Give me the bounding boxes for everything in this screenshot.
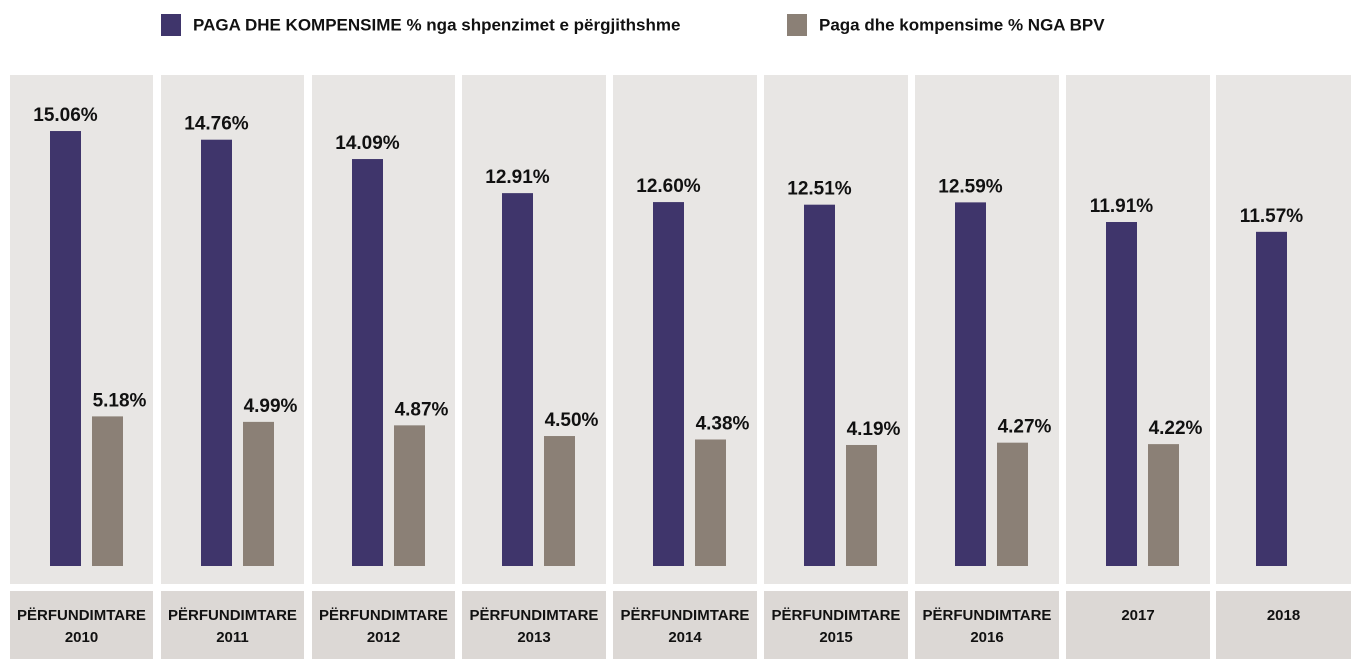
value-label: 12.59% xyxy=(938,176,1003,197)
category-label: 2014 xyxy=(668,629,702,646)
category-panel xyxy=(10,591,153,659)
value-label: 4.50% xyxy=(545,410,599,431)
category-label: PËRFUNDIMTARE xyxy=(772,607,901,624)
bar xyxy=(50,131,81,566)
bar xyxy=(1256,231,1287,566)
value-label: 11.57% xyxy=(1240,206,1303,227)
value-label: 12.91% xyxy=(485,167,550,188)
value-label: 14.09% xyxy=(335,133,400,154)
panel xyxy=(10,75,153,584)
category-panel xyxy=(613,591,757,659)
bar xyxy=(1106,222,1137,566)
category-panel xyxy=(915,591,1059,659)
category-label: 2010 xyxy=(65,629,98,646)
panel xyxy=(1066,75,1210,584)
category-label: 2016 xyxy=(970,629,1003,646)
category-panel xyxy=(161,591,304,659)
panel xyxy=(312,75,455,584)
value-label: 4.38% xyxy=(696,414,750,435)
category-panel xyxy=(462,591,606,659)
bar xyxy=(997,442,1028,566)
category-panel xyxy=(1216,591,1351,659)
value-label: 14.76% xyxy=(184,114,249,135)
bar xyxy=(955,202,986,567)
category-label: PËRFUNDIMTARE xyxy=(17,607,146,624)
value-label: 12.51% xyxy=(787,179,852,200)
legend-swatch xyxy=(161,14,181,36)
value-label: 12.60% xyxy=(636,176,701,197)
value-label: 15.06% xyxy=(33,105,98,126)
category-label: 2017 xyxy=(1121,607,1154,624)
bar xyxy=(1148,444,1179,566)
category-label: PËRFUNDIMTARE xyxy=(621,607,750,624)
legend-label: PAGA DHE KOMPENSIME % nga shpenzimet e p… xyxy=(193,15,680,34)
category-panel xyxy=(1066,591,1210,659)
bar xyxy=(695,439,726,566)
category-label: 2013 xyxy=(517,629,550,646)
category-label: 2018 xyxy=(1267,607,1300,624)
value-label: 4.87% xyxy=(395,399,449,420)
bar xyxy=(502,193,533,566)
category-label: 2015 xyxy=(819,629,852,646)
category-label: PËRFUNDIMTARE xyxy=(923,607,1052,624)
bar xyxy=(846,444,877,566)
category-panel xyxy=(764,591,908,659)
value-label: 4.99% xyxy=(244,396,298,417)
value-label: 4.27% xyxy=(998,417,1052,438)
panel xyxy=(915,75,1059,584)
bar xyxy=(352,159,383,566)
category-label: 2011 xyxy=(216,629,249,646)
category-label: PËRFUNDIMTARE xyxy=(319,607,448,624)
bar xyxy=(544,436,575,566)
bar xyxy=(394,425,425,566)
panel xyxy=(764,75,908,584)
panel xyxy=(161,75,304,584)
value-label: 4.19% xyxy=(847,419,901,440)
category-label: PËRFUNDIMTARE xyxy=(168,607,297,624)
category-label: 2012 xyxy=(367,629,400,646)
category-panel xyxy=(312,591,455,659)
legend-swatch xyxy=(787,14,807,36)
value-label: 4.22% xyxy=(1149,418,1203,439)
bar xyxy=(92,416,123,566)
value-label: 11.91% xyxy=(1090,196,1153,217)
value-label: 5.18% xyxy=(93,390,147,411)
panel xyxy=(613,75,757,584)
bar xyxy=(243,421,274,566)
legend-label: Paga dhe kompensime % NGA BPV xyxy=(819,15,1105,34)
bar xyxy=(804,204,835,566)
bar xyxy=(201,139,232,566)
panel xyxy=(462,75,606,584)
category-label: PËRFUNDIMTARE xyxy=(470,607,599,624)
bar xyxy=(653,202,684,567)
